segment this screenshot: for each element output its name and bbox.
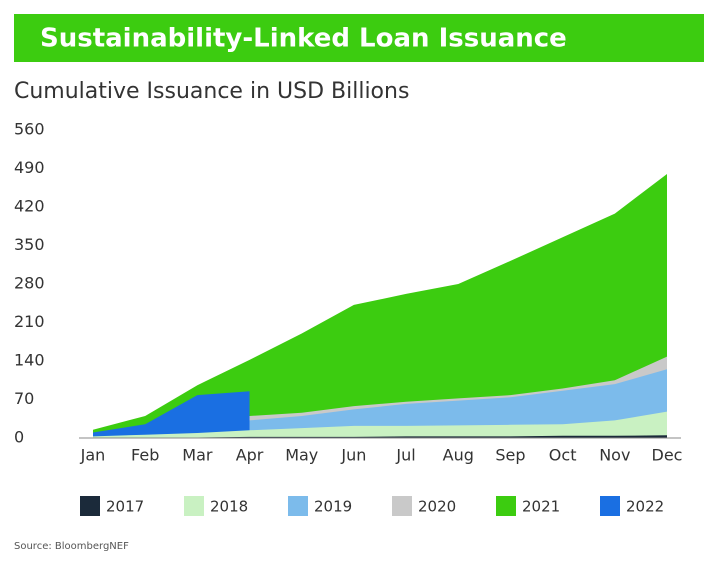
x-tick-label: Dec — [652, 446, 683, 465]
title-band — [14, 14, 704, 62]
area — [93, 369, 667, 438]
y-tick-label: 210 — [14, 312, 45, 331]
y-tick-label: 490 — [14, 158, 45, 177]
chart-title: Sustainability-Linked Loan Issuance — [40, 24, 567, 54]
y-tick-label: 420 — [14, 197, 45, 216]
legend-swatch — [184, 496, 204, 516]
x-tick-label: Apr — [236, 446, 264, 465]
y-tick-label: 70 — [14, 389, 34, 408]
source: Source: BloombergNEF — [14, 541, 129, 552]
area — [93, 411, 667, 438]
legend-label: 2020 — [418, 498, 456, 516]
y-tick-label: 0 — [14, 428, 24, 447]
x-tick-label: Jun — [340, 446, 366, 465]
legend-swatch — [600, 496, 620, 516]
chart-subtitle: Cumulative Issuance in USD Billions — [14, 79, 409, 104]
legend-label: 2019 — [314, 498, 352, 516]
x-tick-label: Mar — [182, 446, 213, 465]
x-tick-label: Feb — [131, 446, 159, 465]
legend-label: 2021 — [522, 498, 560, 516]
x-tick-label: Oct — [549, 446, 577, 465]
legend-swatch — [288, 496, 308, 516]
y-tick-label: 280 — [14, 274, 45, 293]
area — [93, 174, 667, 438]
legend-swatch — [392, 496, 412, 516]
x-tick-label: Jan — [80, 446, 106, 465]
legend-label: 2022 — [626, 498, 664, 516]
area — [93, 391, 250, 438]
y-tick-label: 560 — [14, 120, 45, 139]
legend-swatch — [80, 496, 100, 516]
area — [93, 435, 667, 438]
legend-label: 2018 — [210, 498, 248, 516]
x-tick-label: Jul — [395, 446, 415, 465]
x-tick-label: Sep — [495, 446, 525, 465]
x-tick-label: Aug — [443, 446, 474, 465]
legend-swatch — [496, 496, 516, 516]
x-tick-label: Nov — [599, 446, 630, 465]
y-tick-label: 140 — [14, 351, 45, 370]
legend-label: 2017 — [106, 498, 144, 516]
x-tick-label: May — [285, 446, 318, 465]
y-tick-label: 350 — [14, 235, 45, 254]
